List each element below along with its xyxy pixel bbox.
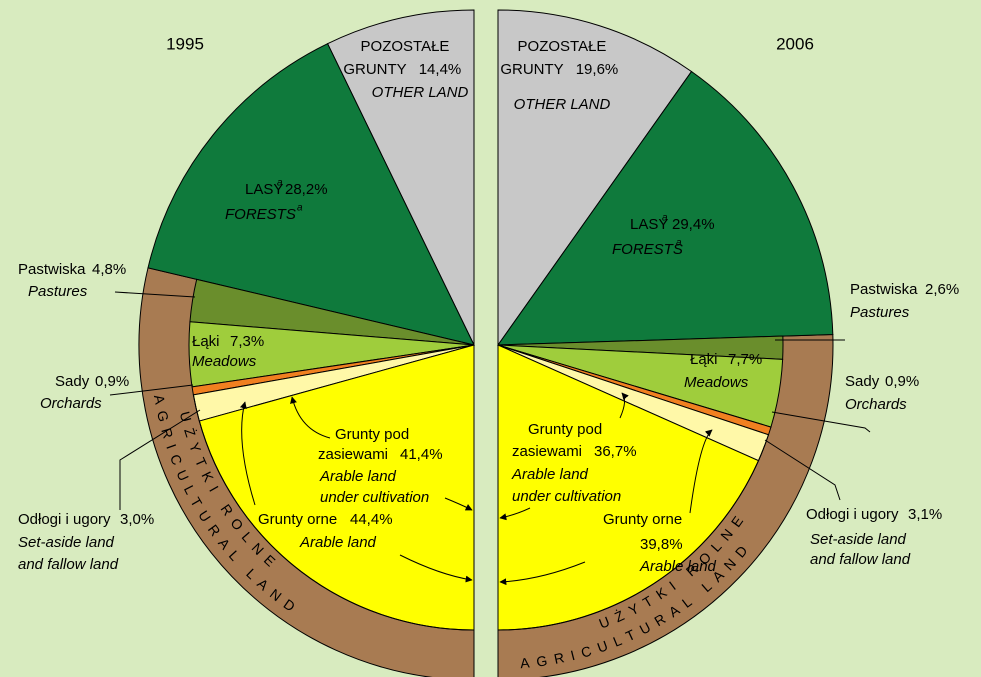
label-english: FORESTS xyxy=(612,241,683,258)
footnote-marker: a xyxy=(277,178,283,189)
label: 28,2% xyxy=(285,181,328,198)
pie-slice xyxy=(326,9,475,346)
label: LASY xyxy=(630,216,668,233)
pie-slice xyxy=(497,70,834,346)
label-english: Meadows xyxy=(192,353,257,370)
label-english: Arable land xyxy=(639,558,717,575)
label: 0,9% xyxy=(95,373,129,390)
label: Łąki xyxy=(690,351,718,368)
label: 4,8% xyxy=(92,261,126,278)
arrow xyxy=(499,507,531,521)
label: 14,4% xyxy=(419,61,462,78)
label: 2,6% xyxy=(925,281,959,298)
label: 39,8% xyxy=(640,536,683,553)
label: Odłogi i ugory xyxy=(18,511,111,528)
label-english: Arable land xyxy=(511,466,589,483)
label: Sady xyxy=(845,373,880,390)
label: zasiewami xyxy=(318,446,388,463)
leader-line xyxy=(764,439,841,501)
label: 3,1% xyxy=(908,506,942,523)
label: 0,9% xyxy=(885,373,919,390)
label-english: OTHER LAND xyxy=(514,96,611,113)
label: zasiewami xyxy=(512,443,582,460)
footnote-marker: a xyxy=(662,213,668,224)
footnote-marker: a xyxy=(297,203,303,214)
leader-line xyxy=(109,384,194,396)
group-arc xyxy=(192,394,475,631)
label: Grunty pod xyxy=(528,421,602,438)
label: Pastwiska xyxy=(18,261,86,278)
group-arc xyxy=(497,434,769,631)
label: 44,4% xyxy=(350,511,393,528)
label: Grunty orne xyxy=(258,511,337,528)
label-english: OTHER LAND xyxy=(372,84,469,101)
label: 3,0% xyxy=(120,511,154,528)
arrow xyxy=(240,401,256,506)
label: Łąki xyxy=(192,333,220,350)
label: Odłogi i ugory xyxy=(806,506,899,523)
arrow xyxy=(444,497,473,511)
label: POZOSTAŁE xyxy=(361,38,450,55)
label: GRUNTY xyxy=(343,61,406,78)
label: LASY xyxy=(245,181,283,198)
label-english: under cultivation xyxy=(320,489,429,506)
label: Pastwiska xyxy=(850,281,918,298)
leader-line xyxy=(771,411,871,433)
label: 19,6% xyxy=(576,61,619,78)
label: Grunty pod xyxy=(335,426,409,443)
pie-slice xyxy=(497,9,693,347)
arrow xyxy=(290,396,331,439)
label: 36,7% xyxy=(594,443,637,460)
label: Sady xyxy=(55,373,90,390)
arrow xyxy=(619,392,629,419)
label-english: Pastures xyxy=(28,283,88,300)
label-english: FORESTS xyxy=(225,206,296,223)
label-english: and fallow land xyxy=(810,551,911,568)
label-english: Orchards xyxy=(40,395,102,412)
label-english: Meadows xyxy=(684,374,749,391)
arrow xyxy=(499,561,586,586)
label: Grunty orne xyxy=(603,511,682,528)
arrow xyxy=(689,429,713,514)
leader-line xyxy=(114,291,196,298)
label-english: under cultivation xyxy=(512,488,621,505)
leader-line xyxy=(119,409,201,510)
label-english: Set-aside land xyxy=(18,534,115,551)
label: 7,3% xyxy=(230,333,264,350)
label: 29,4% xyxy=(672,216,715,233)
arrow xyxy=(399,554,473,583)
label: GRUNTY xyxy=(500,61,563,78)
label: 7,7% xyxy=(728,351,762,368)
label-english: Arable land xyxy=(319,468,397,485)
label-english: and fallow land xyxy=(18,556,119,573)
label-english: Pastures xyxy=(850,304,910,321)
footnote-marker: a xyxy=(676,238,682,249)
year-title: 2006 xyxy=(776,34,814,53)
label-english: Arable land xyxy=(299,534,377,551)
label: 41,4% xyxy=(400,446,443,463)
year-title: 1995 xyxy=(166,34,204,53)
label: POZOSTAŁE xyxy=(518,38,607,55)
label-english: Set-aside land xyxy=(810,531,907,548)
label-english: Orchards xyxy=(845,396,907,413)
pie-slice xyxy=(147,43,475,346)
